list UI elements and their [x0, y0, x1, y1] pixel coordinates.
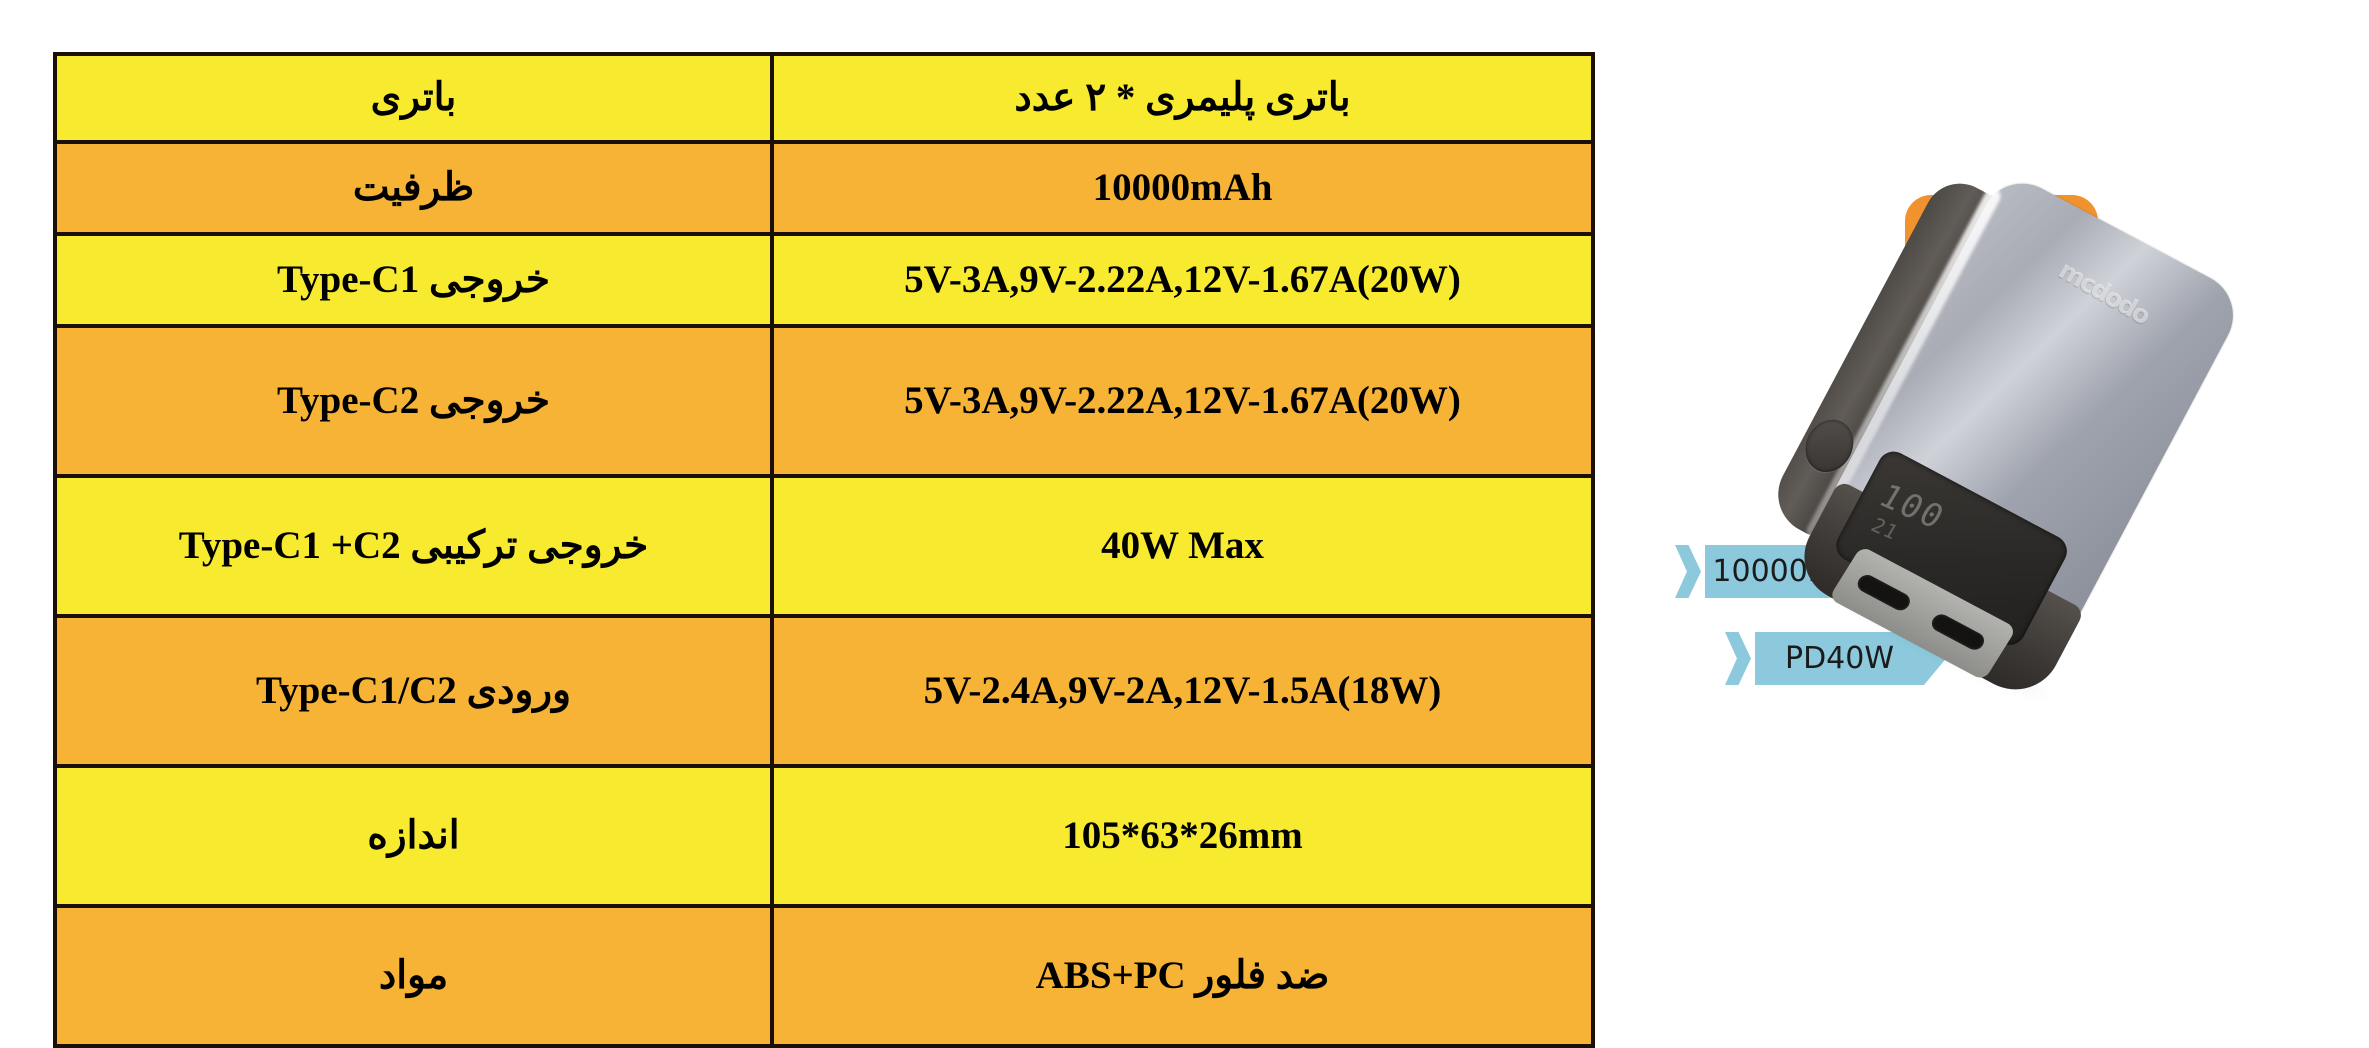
spec-label-input: ورودی Type-C1/C2 — [53, 614, 774, 768]
chevron-right-icon — [1725, 632, 1751, 685]
table-body: باتری باتری پلیمری * ۲ عدد ظرفیت 10000mA… — [53, 52, 1595, 1048]
usb-c-port-1 — [1854, 571, 1914, 614]
spec-value-combined-output: 40W Max — [770, 474, 1595, 618]
spec-value-material: ضد فلور ABS+PC — [770, 904, 1595, 1048]
table-row: باتری باتری پلیمری * ۲ عدد — [53, 52, 1595, 144]
spec-value-output-c2: 5V-3A,9V-2.22A,12V-1.67A(20W) — [770, 324, 1595, 478]
feature-ribbon-power-label: PD40W — [1784, 641, 1895, 676]
table-row: ظرفیت 10000mAh — [53, 140, 1595, 236]
table-row: خروجی ترکیبی Type-C1 +C2 40W Max — [53, 474, 1595, 618]
spec-value-battery: باتری پلیمری * ۲ عدد — [770, 52, 1595, 144]
product-image-panel: T155B 10000mAh PD40W mcdodo 100 21 — [1620, 0, 2369, 1013]
power-bank-illustration: mcdodo 100 21 — [1718, 136, 2369, 804]
spec-label-capacity: ظرفیت — [53, 140, 774, 236]
brand-logo: mcdodo — [2053, 255, 2155, 330]
spec-label-output-c2: خروجی Type-C2 — [53, 324, 774, 478]
spec-value-input: 5V-2.4A,9V-2A,12V-1.5A(18W) — [770, 614, 1595, 768]
spec-value-size: 105*63*26mm — [770, 764, 1595, 908]
table-row: ورودی Type-C1/C2 5V-2.4A,9V-2A,12V-1.5A(… — [53, 614, 1595, 768]
spec-label-combined-output: خروجی ترکیبی Type-C1 +C2 — [53, 474, 774, 618]
table-row: اندازه 105*63*26mm — [53, 764, 1595, 908]
table-row: خروجی Type-C1 5V-3A,9V-2.22A,12V-1.67A(2… — [53, 232, 1595, 328]
chevron-right-icon — [1675, 545, 1701, 598]
spec-label-size: اندازه — [53, 764, 774, 908]
spec-value-capacity: 10000mAh — [770, 140, 1595, 236]
table-row: خروجی Type-C2 5V-3A,9V-2.22A,12V-1.67A(2… — [53, 324, 1595, 478]
spec-label-battery: باتری — [53, 52, 774, 144]
spec-value-output-c1: 5V-3A,9V-2.22A,12V-1.67A(20W) — [770, 232, 1595, 328]
specification-table: باتری باتری پلیمری * ۲ عدد ظرفیت 10000mA… — [53, 52, 1595, 1048]
spec-label-material: مواد — [53, 904, 774, 1048]
spec-label-output-c1: خروجی Type-C1 — [53, 232, 774, 328]
usb-c-port-2 — [1928, 611, 1988, 653]
table-row: مواد ضد فلور ABS+PC — [53, 904, 1595, 1048]
